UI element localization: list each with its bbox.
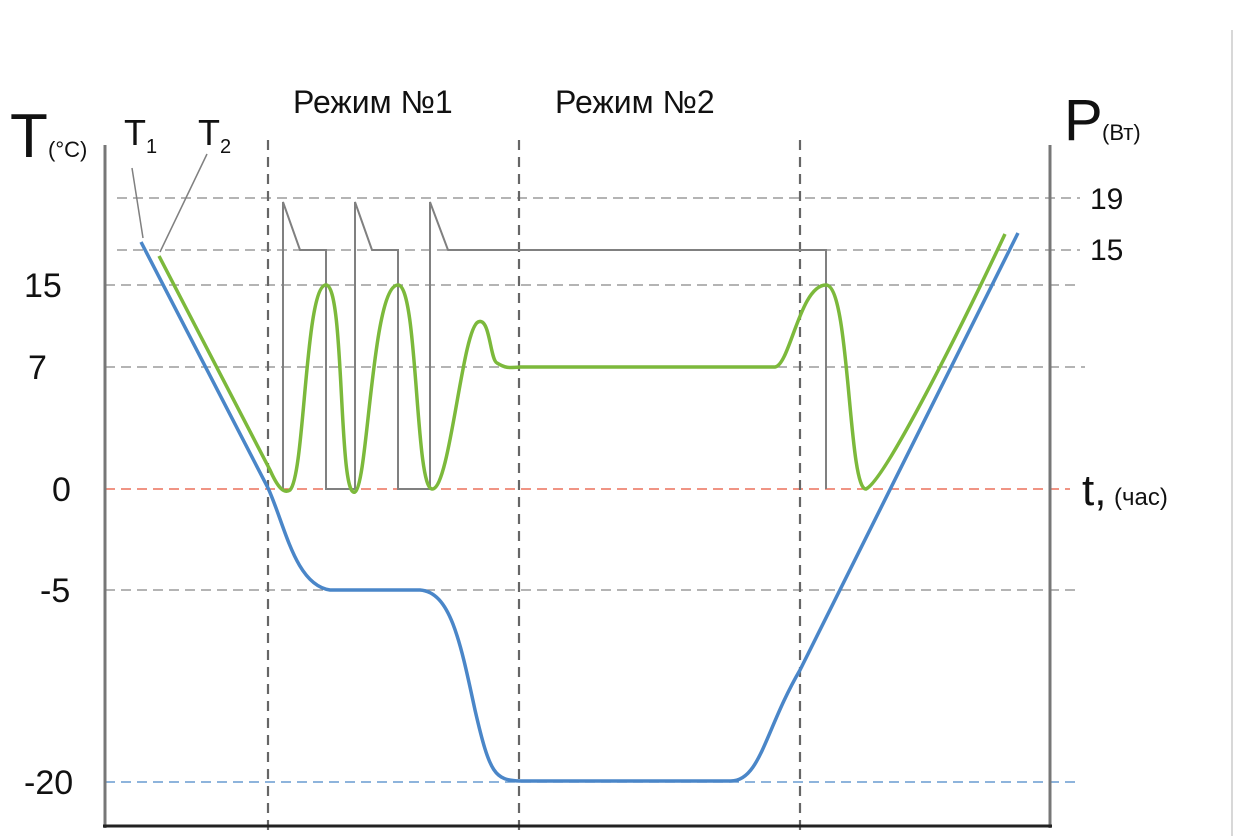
- left-tick-15: 15: [24, 267, 62, 305]
- left-tick-minus-20: -20: [24, 764, 73, 802]
- left-tick-7: 7: [28, 349, 47, 387]
- t2-sub: 2: [220, 136, 231, 158]
- time-axis-unit: (час): [1114, 484, 1168, 511]
- t2-curve: [157, 233, 1007, 494]
- left-tick-0: 0: [52, 471, 71, 509]
- mode-label-2: Режим №2: [555, 84, 715, 120]
- t1-label: T1: [124, 112, 157, 158]
- right-tick-19: 19: [1090, 183, 1123, 216]
- left-tick-minus-5: -5: [40, 572, 70, 610]
- t1-leader: [131, 167, 144, 239]
- left-axis-symbol: T: [10, 102, 48, 171]
- right-axis-unit: (Вт): [1102, 120, 1141, 145]
- power-spikes: [282, 202, 431, 489]
- right-tick-15: 15: [1090, 234, 1123, 267]
- t1-sub: 1: [146, 136, 157, 158]
- grid-lines: [105, 197, 1085, 783]
- left-axis-unit: (°C): [48, 137, 87, 162]
- t2-leader: [159, 153, 208, 253]
- power-curve: [282, 201, 827, 490]
- t1-curve: [139, 232, 1020, 783]
- axes: [103, 145, 1052, 828]
- curve-leaders: [131, 153, 208, 253]
- mode-label-1: Режим №1: [293, 84, 453, 120]
- t2-letter: T: [198, 112, 220, 153]
- time-axis-symbol: t,: [1082, 466, 1106, 515]
- t2-label: T2: [198, 112, 231, 158]
- right-axis-symbol: P: [1064, 88, 1103, 153]
- t1-letter: T: [124, 112, 146, 153]
